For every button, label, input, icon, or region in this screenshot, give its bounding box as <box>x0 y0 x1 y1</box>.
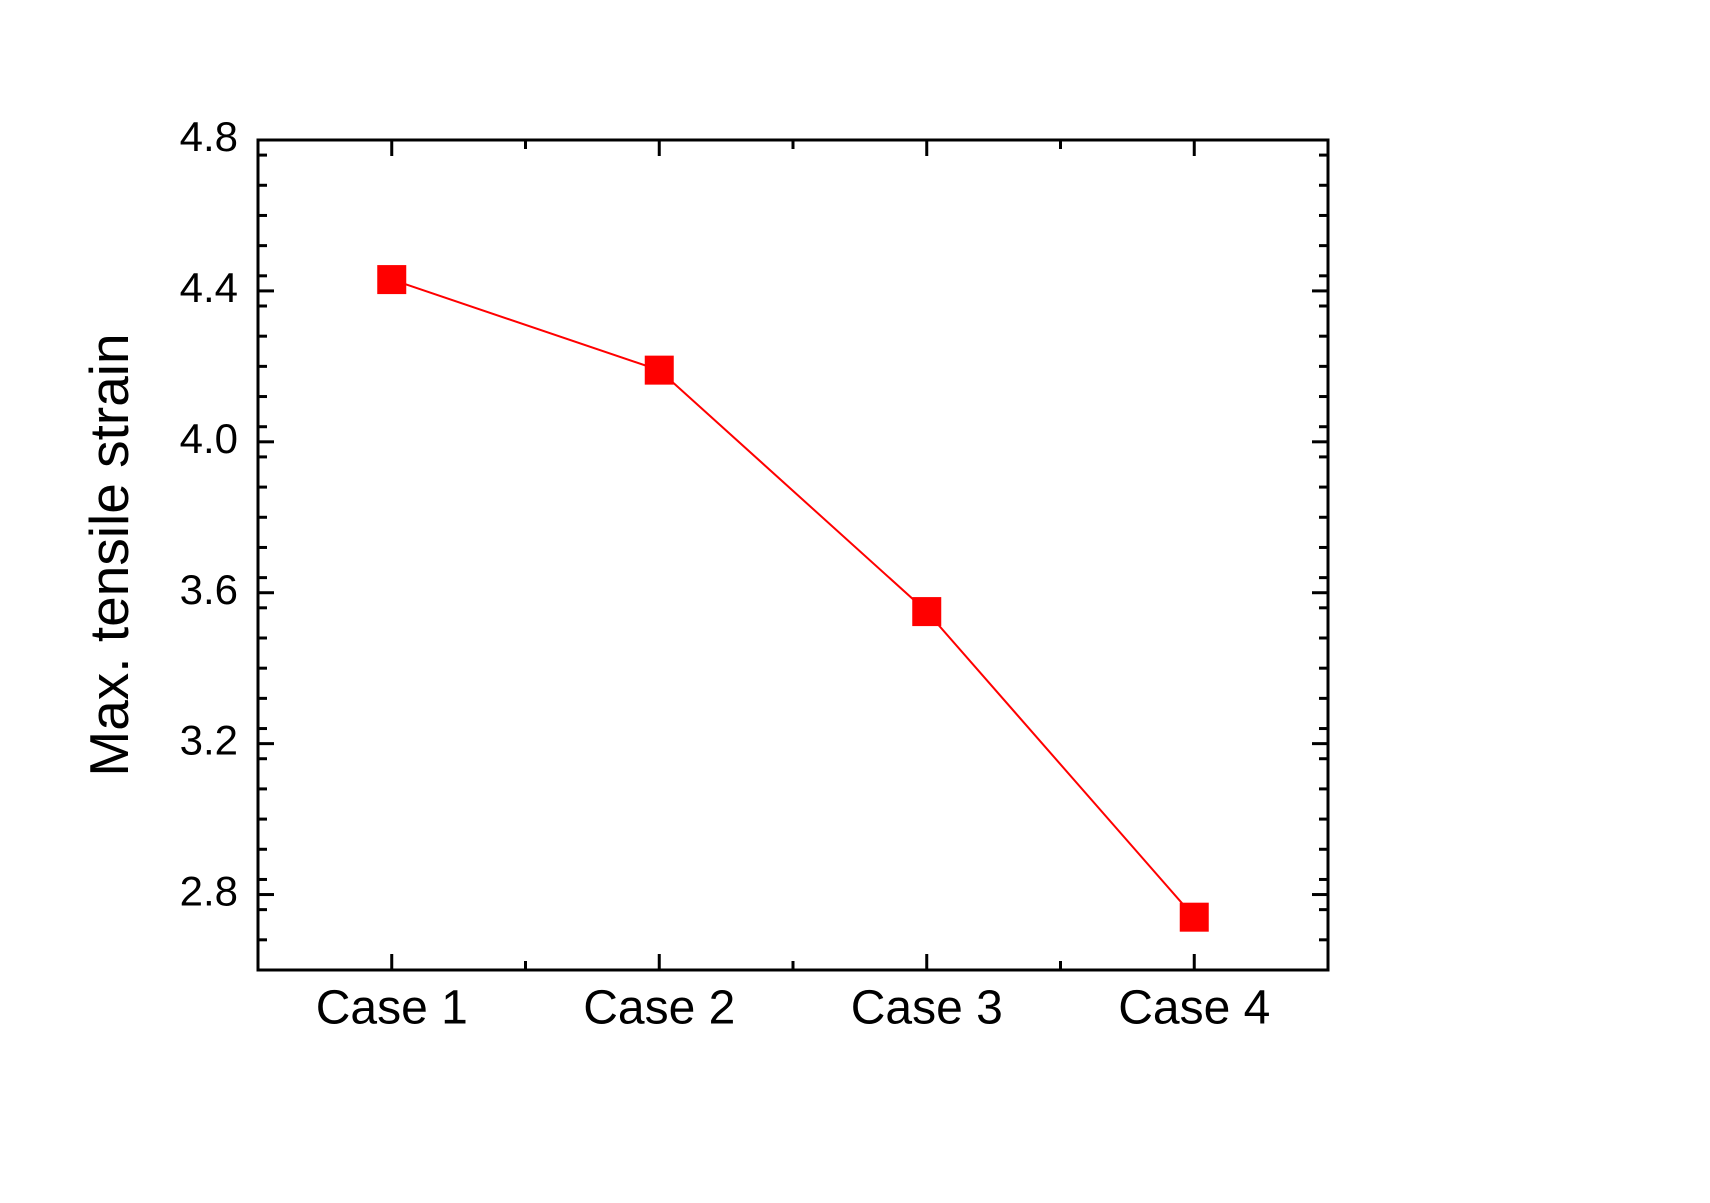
x-tick-label: Case 3 <box>851 982 1003 1035</box>
series-marker <box>645 356 673 384</box>
chart-container: 2.8 3.2 3.6 4.0 4.4 4.8 Case 1 Case 2 Case 3 Case… <box>0 0 1710 1203</box>
chart-svg: 2.8 3.2 3.6 4.0 4.4 4.8 Case 1 Case 2 Case 3 Case… <box>0 0 1710 1203</box>
x-tick-label: Case 4 <box>1118 982 1270 1035</box>
series-marker <box>378 266 406 294</box>
y-tick-label: 3.2 <box>180 717 238 764</box>
series-marker <box>913 598 941 626</box>
y-tick-label: 4.8 <box>180 113 238 160</box>
y-axis-label: Max. tensile strain <box>78 333 140 776</box>
y-tick-label: 2.8 <box>180 868 238 915</box>
y-tick-label: 4.0 <box>180 415 238 462</box>
y-tick-label: 4.4 <box>180 264 238 311</box>
series-marker <box>1180 903 1208 931</box>
y-tick-label: 3.6 <box>180 566 238 613</box>
x-tick-label: Case 1 <box>316 982 468 1035</box>
x-tick-label: Case 2 <box>583 982 735 1035</box>
